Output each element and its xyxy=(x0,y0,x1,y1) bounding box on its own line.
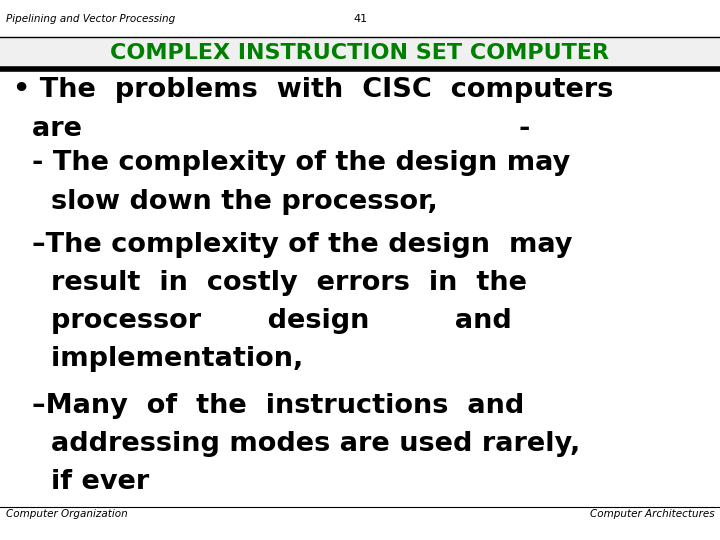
Text: slow down the processor,: slow down the processor, xyxy=(13,189,438,215)
Text: –Many  of  the  instructions  and: –Many of the instructions and xyxy=(13,393,524,419)
Text: are                                              -: are - xyxy=(13,116,531,141)
Text: Computer Organization: Computer Organization xyxy=(6,509,127,519)
Text: addressing modes are used rarely,: addressing modes are used rarely, xyxy=(13,431,580,457)
Text: - The complexity of the design may: - The complexity of the design may xyxy=(13,150,570,176)
Text: result  in  costly  errors  in  the: result in costly errors in the xyxy=(13,270,527,296)
Text: Pipelining and Vector Processing: Pipelining and Vector Processing xyxy=(6,14,175,24)
Text: implementation,: implementation, xyxy=(13,346,303,372)
Text: processor       design         and: processor design and xyxy=(13,308,512,334)
Text: if ever: if ever xyxy=(13,469,149,495)
Text: • The  problems  with  CISC  computers: • The problems with CISC computers xyxy=(13,77,613,103)
Text: 41: 41 xyxy=(353,14,367,24)
Text: COMPLEX INSTRUCTION SET COMPUTER: COMPLEX INSTRUCTION SET COMPUTER xyxy=(110,43,610,63)
Bar xyxy=(0,37,720,69)
Text: Computer Architectures: Computer Architectures xyxy=(590,509,714,519)
Text: –The complexity of the design  may: –The complexity of the design may xyxy=(13,232,572,258)
